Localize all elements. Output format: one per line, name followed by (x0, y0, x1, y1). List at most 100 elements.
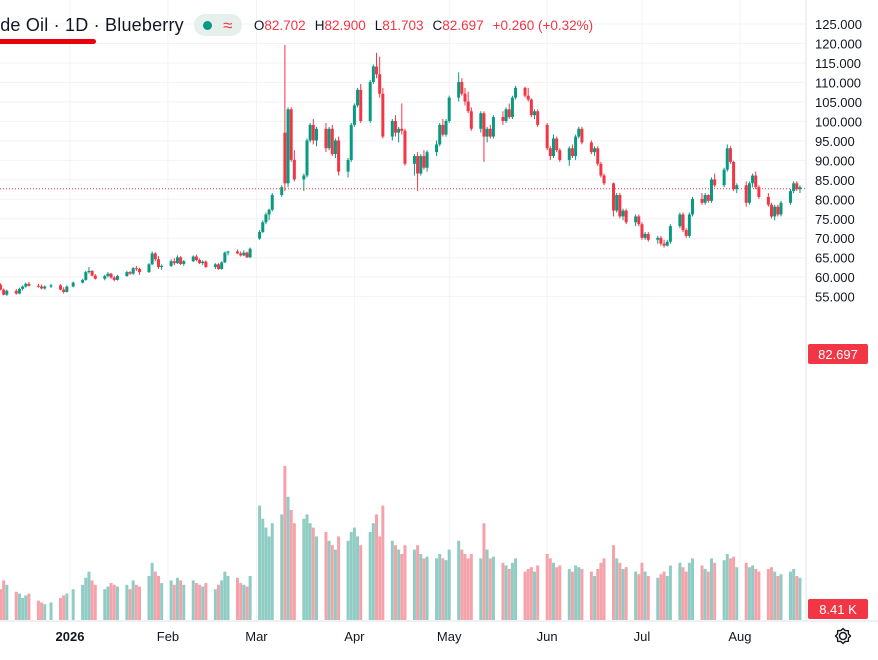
candle (779, 200, 783, 217)
volume-bar (441, 558, 445, 620)
candle-body (381, 93, 385, 137)
candle (40, 284, 44, 290)
candle (438, 122, 442, 147)
candle-body (457, 82, 461, 98)
candle (412, 154, 416, 176)
candle (239, 251, 243, 257)
volume-bar (624, 567, 628, 620)
change-value: +0.260 (+0.32%) (492, 17, 594, 33)
candle-body (634, 216, 638, 223)
volume-bar (589, 571, 593, 620)
candle-body (286, 109, 290, 184)
time-tick-label: Apr (344, 629, 365, 644)
volume-bar (390, 540, 394, 620)
volume-bar (131, 580, 135, 620)
candle (349, 122, 353, 162)
candle (580, 126, 584, 145)
candle-body (131, 268, 135, 274)
time-tick-label: Jun (537, 629, 558, 644)
volume-bar (662, 571, 666, 620)
volume-bar (283, 466, 287, 620)
candle (242, 250, 246, 257)
candle-body (555, 138, 559, 151)
candle-body (179, 257, 183, 264)
indicator-toggle[interactable]: ≈ (193, 14, 242, 36)
candle (81, 278, 85, 284)
candle-body (191, 256, 195, 262)
candle (65, 285, 69, 293)
volume-bar (422, 558, 426, 620)
volume-bar (792, 568, 796, 620)
candle-body (106, 273, 110, 277)
candle (403, 128, 407, 166)
time-axis[interactable]: 2026 Feb Mar Apr May Jun Jul Aug (56, 629, 752, 644)
candle (172, 258, 176, 266)
volume-bar (378, 536, 382, 620)
volume-bar (194, 583, 198, 620)
candle (106, 272, 110, 278)
candle-body (482, 113, 486, 137)
volume-bar (153, 571, 157, 620)
price-axis[interactable]: 125.000 120.000 115.000 110.000 105.000 100.0… (815, 17, 862, 305)
price-tick-label: 85.000 (815, 173, 855, 188)
volume-bar (659, 574, 663, 620)
candle (751, 173, 755, 188)
candle (248, 247, 252, 259)
candle (558, 148, 562, 162)
candle-body (533, 111, 537, 116)
volume-bar (314, 536, 318, 620)
volume-bar (615, 558, 619, 620)
volume-bar (375, 514, 379, 620)
volume-bar (333, 549, 337, 620)
candle-body (84, 272, 88, 280)
candle-body (637, 216, 641, 225)
candle-body (602, 175, 606, 184)
candle-body (747, 183, 751, 203)
volume-bar (393, 545, 397, 620)
volume-bar (305, 514, 309, 620)
candle (258, 230, 262, 240)
candle-body (153, 253, 157, 260)
candle-body (201, 261, 205, 264)
price-tick-label: 120.000 (815, 36, 862, 51)
candle-body (125, 272, 129, 277)
volume-bar (637, 574, 641, 620)
candle-body (640, 224, 644, 238)
volume-bar (574, 565, 578, 620)
candle (305, 138, 309, 178)
volume-bar (795, 576, 799, 620)
volume-tag: 8.41 K (808, 599, 868, 619)
candle-body (567, 148, 571, 160)
candle (792, 181, 796, 194)
symbol-title[interactable]: ude Oil · 1D · Blueberry (0, 15, 184, 44)
price-tick-label: 55.000 (815, 290, 855, 305)
candle (226, 250, 230, 256)
time-tick-label: May (437, 629, 462, 644)
candle-body (548, 148, 552, 157)
candle-body (709, 179, 713, 201)
candle-body (751, 175, 755, 184)
candle (419, 154, 423, 176)
candle (270, 193, 274, 212)
candle (371, 64, 375, 84)
volume-bar (501, 562, 505, 620)
candle (160, 264, 164, 270)
volume-bar (545, 554, 549, 620)
candle-body (681, 214, 685, 231)
volume-bar (14, 591, 18, 620)
settings-gear-icon[interactable] (832, 625, 854, 647)
candle (112, 276, 116, 282)
candle (87, 267, 91, 274)
candle (795, 181, 799, 192)
volume-bars (0, 466, 802, 620)
candle (103, 274, 107, 281)
candle-body (17, 288, 21, 294)
candle-body (754, 175, 758, 188)
volume-bar (469, 554, 473, 620)
candle (352, 103, 356, 127)
candle-body (416, 156, 420, 174)
volume-bar (447, 549, 451, 620)
candle (169, 259, 173, 268)
volume-bar (106, 586, 110, 620)
